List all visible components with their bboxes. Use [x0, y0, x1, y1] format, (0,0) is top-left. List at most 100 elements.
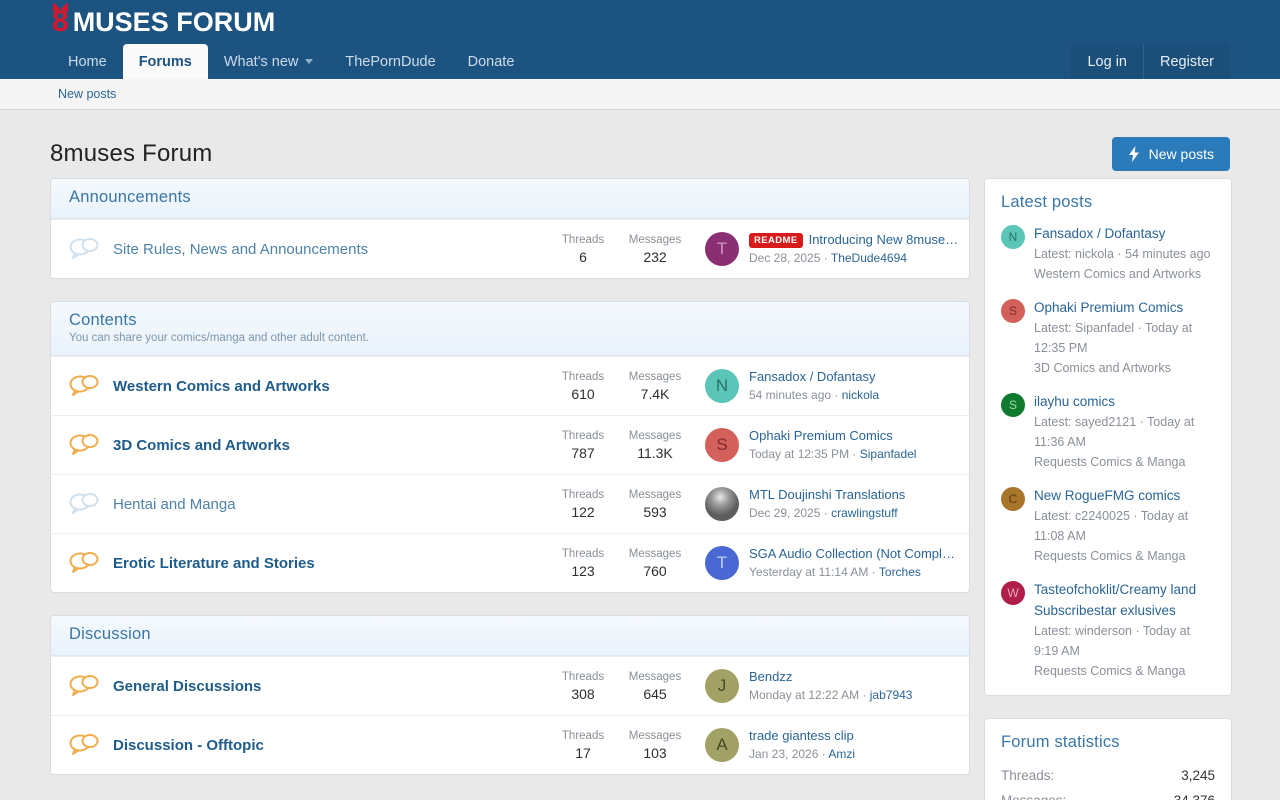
forum-row[interactable]: Hentai and Manga Threads 122 Messages 59…: [51, 474, 969, 533]
last-post-title[interactable]: Fansadox / Dofantasy: [749, 369, 876, 384]
last-post-title[interactable]: README Introducing New 8muses ...: [749, 231, 959, 249]
new-posts-button-label: New posts: [1148, 146, 1214, 162]
register-button[interactable]: Register: [1143, 44, 1230, 79]
avatar[interactable]: S: [705, 428, 739, 462]
forum-row[interactable]: Discussion - Offtopic Threads 17 Message…: [51, 715, 969, 774]
nav-item-home[interactable]: Home: [52, 44, 123, 79]
avatar[interactable]: N: [705, 369, 739, 403]
forum-name: Site Rules, News and Announcements: [113, 241, 547, 258]
latest-post-title[interactable]: ilayhu comics: [1034, 394, 1116, 409]
last-post-author[interactable]: Sipanfadel: [859, 447, 917, 461]
forum-read-icon: [69, 492, 113, 516]
last-post-date: Dec 29, 2025: [749, 506, 821, 520]
nav-item-whats-new[interactable]: What's new: [208, 44, 330, 79]
threads-stat: Threads 610: [547, 369, 619, 403]
last-post-meta: Monday at 12:22 AM · jab7943: [749, 686, 959, 704]
chevron-down-icon[interactable]: [305, 59, 314, 64]
latest-post-forum: Requests Comics & Manga: [1034, 549, 1186, 563]
list-item[interactable]: S Ophaki Premium Comics Latest: Sipanfad…: [1001, 297, 1215, 378]
avatar[interactable]: A: [705, 728, 739, 762]
forum-row[interactable]: Erotic Literature and Stories Threads 12…: [51, 533, 969, 592]
list-item[interactable]: S ilayhu comics Latest: sayed2121 · Toda…: [1001, 391, 1215, 472]
login-button[interactable]: Log in: [1071, 44, 1143, 79]
forum-row[interactable]: Site Rules, News and Announcements Threa…: [51, 219, 969, 278]
forum-link[interactable]: Western Comics and Artworks: [113, 377, 330, 395]
forum-link[interactable]: Discussion - Offtopic: [113, 736, 264, 754]
section-header: Discussion: [51, 616, 969, 656]
nav-item-theporndude[interactable]: ThePornDude: [329, 44, 451, 79]
last-post: T SGA Audio Collection (Not Complet... Y…: [691, 545, 959, 581]
threads-label: Threads: [561, 671, 605, 683]
last-post-author[interactable]: TheDude4694: [830, 251, 907, 265]
forum-link[interactable]: Erotic Literature and Stories: [113, 554, 315, 572]
last-post-author[interactable]: nickola: [841, 388, 880, 402]
forum-link[interactable]: 3D Comics and Artworks: [113, 436, 290, 454]
avatar-letter: N: [715, 376, 729, 395]
last-post-author[interactable]: Amzi: [828, 747, 856, 761]
register-label: Register: [1160, 53, 1214, 70]
site-logo[interactable]: 8 MUSES FORUM: [49, 0, 275, 38]
last-post: T README Introducing New 8muses ... Dec 2…: [691, 231, 959, 267]
nav-item-label: Donate: [467, 53, 515, 70]
meta-separator: ·: [852, 447, 860, 461]
forum-row[interactable]: 3D Comics and Artworks Threads 787 Messa…: [51, 415, 969, 474]
stat-value: 34,376: [1174, 788, 1215, 800]
section-title: Discussion: [69, 625, 151, 643]
latest-post-title[interactable]: New RogueFMG comics: [1034, 488, 1181, 503]
last-post-title[interactable]: SGA Audio Collection (Not Complet...: [749, 546, 959, 561]
last-post-author[interactable]: jab7943: [869, 688, 913, 702]
last-post: S Ophaki Premium Comics Today at 12:35 P…: [691, 427, 959, 463]
avatar[interactable]: S: [1001, 299, 1025, 323]
last-post-title[interactable]: MTL Doujinshi Translations: [749, 487, 906, 502]
last-post-title-text: Introducing New 8muses ...: [808, 232, 959, 247]
subnav-item-new-posts[interactable]: New posts: [50, 87, 124, 101]
latest-post-forum: Requests Comics & Manga: [1034, 664, 1186, 678]
messages-value: 645: [643, 686, 667, 702]
latest-posts-title: Latest posts: [1001, 193, 1093, 211]
list-item[interactable]: N Fansadox / Dofantasy Latest: nickola ·…: [1001, 223, 1215, 284]
last-post-author[interactable]: crawlingstuff: [831, 506, 898, 520]
list-item[interactable]: W Tasteofchoklit/Creamy land Subscribest…: [1001, 579, 1215, 681]
last-post-date: Jan 23, 2026: [749, 747, 819, 761]
latest-post-meta: Latest: c2240025 · Today at 11:08 AM: [1034, 509, 1189, 543]
forum-unread-icon: [69, 733, 113, 757]
messages-stat: Messages 103: [619, 728, 691, 762]
avatar[interactable]: T: [705, 232, 739, 266]
latest-post-title[interactable]: Fansadox / Dofantasy: [1034, 226, 1166, 241]
forum-link[interactable]: Site Rules, News and Announcements: [113, 240, 369, 258]
forum-section-discussion: Discussion General Discussions: [50, 615, 970, 775]
avatar[interactable]: T: [705, 546, 739, 580]
latest-post-title[interactable]: Tasteofchoklit/Creamy land Subscribestar…: [1034, 582, 1197, 618]
nav-item-donate[interactable]: Donate: [452, 44, 531, 79]
forum-name: Western Comics and Artworks: [113, 378, 547, 395]
last-post-title[interactable]: Bendzz: [749, 669, 793, 684]
messages-stat: Messages 760: [619, 546, 691, 580]
avatar[interactable]: [705, 487, 739, 521]
avatar[interactable]: C: [1001, 487, 1025, 511]
forum-row[interactable]: Western Comics and Artworks Threads 610 …: [51, 356, 969, 415]
last-post-title[interactable]: trade giantess clip: [749, 728, 854, 743]
latest-post-title[interactable]: Ophaki Premium Comics: [1034, 300, 1184, 315]
avatar[interactable]: J: [705, 669, 739, 703]
messages-label: Messages: [628, 234, 682, 246]
last-post-author[interactable]: Torches: [878, 565, 921, 579]
forum-section-announcements: Announcements Site Rules, News and Annou…: [50, 178, 970, 279]
logo-mark-text: 8: [52, 5, 69, 38]
avatar-letter: A: [716, 735, 728, 754]
threads-stat: Threads 787: [547, 428, 619, 462]
forum-link[interactable]: General Discussions: [113, 677, 262, 695]
nav-item-forums[interactable]: Forums: [122, 44, 208, 79]
forum-link[interactable]: Hentai and Manga: [113, 495, 236, 513]
threads-value: 308: [571, 686, 595, 702]
last-post: MTL Doujinshi Translations Dec 29, 2025 …: [691, 486, 959, 522]
avatar[interactable]: N: [1001, 225, 1025, 249]
last-post-title[interactable]: Ophaki Premium Comics: [749, 428, 893, 443]
threads-value: 610: [571, 386, 595, 402]
avatar[interactable]: W: [1001, 581, 1025, 605]
avatar[interactable]: S: [1001, 393, 1025, 417]
latest-post-meta: Latest: Sipanfadel · Today at 12:35 PM: [1034, 321, 1193, 355]
avatar-letter: T: [716, 553, 728, 572]
new-posts-button[interactable]: New posts: [1111, 137, 1230, 171]
list-item[interactable]: C New RogueFMG comics Latest: c2240025 ·…: [1001, 485, 1215, 566]
forum-row[interactable]: General Discussions Threads 308 Messages…: [51, 656, 969, 715]
